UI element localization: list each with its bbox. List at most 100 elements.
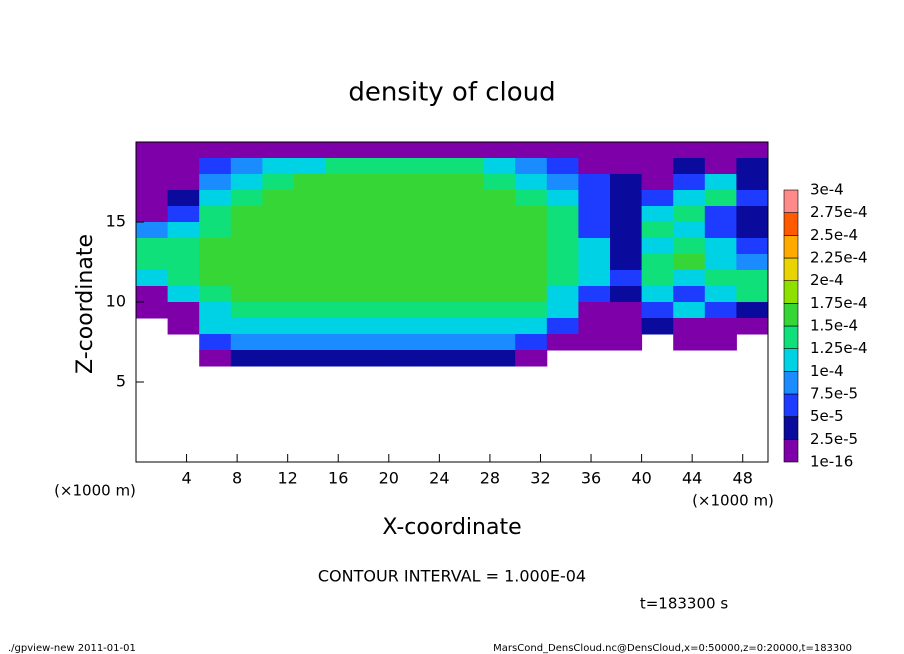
cell xyxy=(578,286,611,303)
cell xyxy=(546,238,579,255)
cell xyxy=(483,238,516,255)
colorbar-label: 2.75e-4 xyxy=(810,203,868,221)
cell xyxy=(673,286,706,303)
cell xyxy=(420,302,453,319)
cell xyxy=(578,302,611,319)
cell xyxy=(199,270,232,287)
cell xyxy=(704,158,737,175)
cell xyxy=(610,222,643,239)
cell xyxy=(736,318,769,335)
cell xyxy=(357,174,390,191)
cell xyxy=(578,270,611,287)
cell xyxy=(420,142,453,159)
cell xyxy=(515,350,548,367)
cell xyxy=(452,142,485,159)
cell xyxy=(546,190,579,207)
cell xyxy=(704,238,737,255)
cell xyxy=(136,254,169,271)
cell xyxy=(357,270,390,287)
cell xyxy=(736,190,769,207)
cell xyxy=(452,238,485,255)
cell xyxy=(546,222,579,239)
cell xyxy=(736,254,769,271)
colorbar-label: 1.5e-4 xyxy=(810,317,858,335)
cell xyxy=(641,302,674,319)
cell xyxy=(736,270,769,287)
x-tick-label: 32 xyxy=(530,469,550,488)
cell xyxy=(262,206,295,223)
cell xyxy=(420,174,453,191)
cell xyxy=(420,318,453,335)
cell xyxy=(641,174,674,191)
cell xyxy=(673,318,706,335)
cell xyxy=(736,158,769,175)
x-tick-label: 48 xyxy=(733,469,753,488)
cell xyxy=(325,350,358,367)
cell xyxy=(230,174,263,191)
cell xyxy=(230,238,263,255)
cell xyxy=(578,206,611,223)
cell xyxy=(167,254,200,271)
cell xyxy=(167,286,200,303)
cell xyxy=(452,158,485,175)
y-axis-label: Z-coordinate xyxy=(73,234,98,374)
x-tick-label: 12 xyxy=(278,469,298,488)
cell xyxy=(136,302,169,319)
cell xyxy=(673,238,706,255)
y-tick-label: 10 xyxy=(106,292,126,311)
cell xyxy=(546,254,579,271)
cell xyxy=(357,334,390,351)
cell xyxy=(388,222,421,239)
cell xyxy=(357,318,390,335)
colorbar-label: 7.5e-5 xyxy=(810,385,858,403)
cell xyxy=(199,302,232,319)
cell xyxy=(452,270,485,287)
cell xyxy=(704,206,737,223)
cell xyxy=(546,318,579,335)
chart-title: density of cloud xyxy=(348,78,555,108)
cell xyxy=(230,302,263,319)
cell xyxy=(641,238,674,255)
cell xyxy=(262,174,295,191)
cell xyxy=(199,206,232,223)
cell xyxy=(199,238,232,255)
colorbar-box xyxy=(783,257,799,281)
cell xyxy=(230,190,263,207)
cell xyxy=(420,254,453,271)
cell xyxy=(294,318,327,335)
cell xyxy=(610,286,643,303)
cell xyxy=(230,270,263,287)
cell xyxy=(515,238,548,255)
cell xyxy=(452,302,485,319)
x-tick-label: 20 xyxy=(379,469,399,488)
cell xyxy=(199,190,232,207)
cell xyxy=(388,174,421,191)
cell xyxy=(452,318,485,335)
cell xyxy=(641,190,674,207)
cell xyxy=(673,254,706,271)
cell xyxy=(546,302,579,319)
cell xyxy=(483,222,516,239)
cell xyxy=(136,286,169,303)
cell xyxy=(294,190,327,207)
cell xyxy=(515,254,548,271)
colorbar-label: 2.25e-4 xyxy=(810,249,868,267)
y-tick-label: 5 xyxy=(116,372,126,391)
cell xyxy=(452,174,485,191)
cell xyxy=(136,238,169,255)
cell xyxy=(515,302,548,319)
colorbar-box xyxy=(783,393,799,417)
cell xyxy=(736,142,769,159)
cell xyxy=(673,334,706,351)
cell xyxy=(578,318,611,335)
cell xyxy=(483,286,516,303)
cell xyxy=(704,270,737,287)
cell xyxy=(736,302,769,319)
cell xyxy=(704,142,737,159)
cell xyxy=(262,238,295,255)
cell xyxy=(704,222,737,239)
cell xyxy=(136,174,169,191)
cell xyxy=(388,158,421,175)
cell xyxy=(420,222,453,239)
cell xyxy=(262,222,295,239)
